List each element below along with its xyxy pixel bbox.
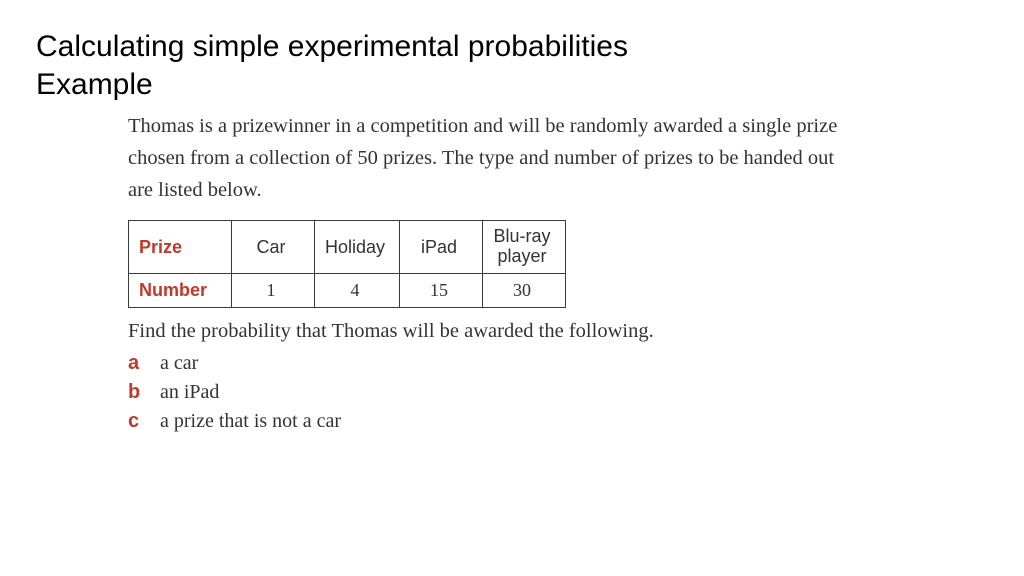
option-c: c a prize that is not a car xyxy=(128,407,848,436)
heading-line-1: Calculating simple experimental probabil… xyxy=(36,28,988,66)
cell-ipad: 15 xyxy=(400,273,483,307)
col-head-bluray-l2: player xyxy=(498,246,547,266)
col-head-holiday: Holiday xyxy=(315,221,400,274)
col-head-car: Car xyxy=(232,221,315,274)
prize-table-wrap: Prize Car Holiday iPad Blu-rayplayer Num… xyxy=(128,220,848,308)
option-letter: c xyxy=(128,407,144,436)
option-a: a a car xyxy=(128,349,848,378)
table-row-number: Number 1 4 15 30 xyxy=(129,273,566,307)
prize-table: Prize Car Holiday iPad Blu-rayplayer Num… xyxy=(128,220,566,308)
cell-holiday: 4 xyxy=(315,273,400,307)
col-head-bluray-l1: Blu-ray xyxy=(494,226,551,246)
cell-bluray: 30 xyxy=(483,273,566,307)
col-head-bluray: Blu-rayplayer xyxy=(483,221,566,274)
problem-text: Thomas is a prizewinner in a competition… xyxy=(128,111,848,206)
option-letter: a xyxy=(128,349,144,378)
question-text: Find the probability that Thomas will be… xyxy=(128,320,848,343)
option-letter: b xyxy=(128,378,144,407)
option-text: an iPad xyxy=(160,378,219,407)
option-text: a car xyxy=(160,349,198,378)
row-label-number: Number xyxy=(129,273,232,307)
col-head-ipad: iPad xyxy=(400,221,483,274)
options-list: a a car b an iPad c a prize that is not … xyxy=(128,349,848,436)
content-block: Thomas is a prizewinner in a competition… xyxy=(128,111,848,436)
page-heading: Calculating simple experimental probabil… xyxy=(36,28,988,103)
heading-line-2: Example xyxy=(36,66,988,104)
page-root: Calculating simple experimental probabil… xyxy=(0,0,1024,436)
row-label-prize: Prize xyxy=(129,221,232,274)
table-row-prize: Prize Car Holiday iPad Blu-rayplayer xyxy=(129,221,566,274)
option-text: a prize that is not a car xyxy=(160,407,341,436)
option-b: b an iPad xyxy=(128,378,848,407)
cell-car: 1 xyxy=(232,273,315,307)
